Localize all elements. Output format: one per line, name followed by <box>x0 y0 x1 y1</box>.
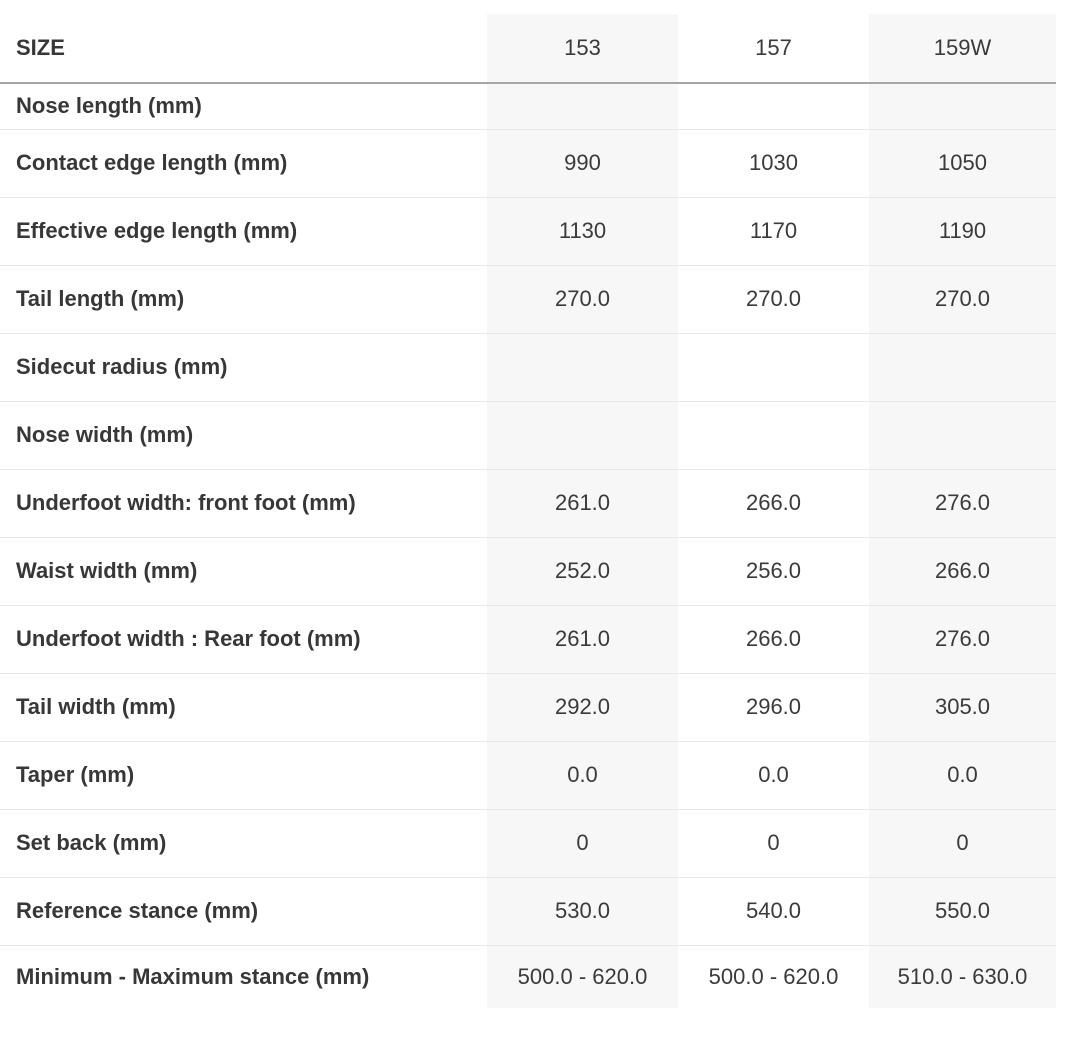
cell-value: 261.0 <box>487 606 678 673</box>
cell-value: 0 <box>767 830 780 856</box>
table-row-underfoot-rear: Underfoot width : Rear foot (mm) 261.0 2… <box>0 606 1056 674</box>
row-label: Tail width (mm) <box>16 694 176 720</box>
table-row-min-max-stance: Minimum - Maximum stance (mm) 500.0 - 62… <box>0 946 1056 1008</box>
row-label: Sidecut radius (mm) <box>16 354 228 380</box>
size-spec-table: SIZE 153 157 159W Nose length (mm) Conta… <box>0 14 1056 1008</box>
cell-value <box>487 84 678 129</box>
cell-value: 550.0 <box>869 878 1056 945</box>
cell-value: 266.0 <box>745 626 802 652</box>
cell-value: 276.0 <box>869 606 1056 673</box>
cell-value: 0.0 <box>758 762 789 788</box>
row-label: Underfoot width: front foot (mm) <box>16 490 356 516</box>
cell-value: 292.0 <box>487 674 678 741</box>
header-size-label: SIZE <box>16 34 65 60</box>
cell-value: 530.0 <box>487 878 678 945</box>
cell-value <box>869 334 1056 401</box>
cell-value: 0 <box>487 810 678 877</box>
cell-value: 510.0 - 630.0 <box>869 946 1056 1008</box>
header-col-159w: 159W <box>869 14 1056 82</box>
table-row-tail-width: Tail width (mm) 292.0 296.0 305.0 <box>0 674 1056 742</box>
header-col-153: 153 <box>487 14 678 82</box>
cell-value: 266.0 <box>745 490 802 516</box>
row-label: Minimum - Maximum stance (mm) <box>16 963 370 989</box>
cell-value: 0 <box>869 810 1056 877</box>
cell-value: 0.0 <box>869 742 1056 809</box>
cell-value: 1050 <box>869 130 1056 197</box>
cell-value: 0.0 <box>487 742 678 809</box>
table-row-underfoot-front: Underfoot width: front foot (mm) 261.0 2… <box>0 470 1056 538</box>
cell-value: 990 <box>487 130 678 197</box>
cell-value: 296.0 <box>745 694 802 720</box>
table-header-row: SIZE 153 157 159W <box>0 14 1056 84</box>
cell-value <box>678 402 869 469</box>
table-row-taper: Taper (mm) 0.0 0.0 0.0 <box>0 742 1056 810</box>
cell-value: 1030 <box>749 150 798 176</box>
cell-value: 270.0 <box>487 266 678 333</box>
table-row-reference-stance: Reference stance (mm) 530.0 540.0 550.0 <box>0 878 1056 946</box>
table-row-effective-edge-length: Effective edge length (mm) 1130 1170 119… <box>0 198 1056 266</box>
table-row-nose-width: Nose width (mm) <box>0 402 1056 470</box>
table-row-waist-width: Waist width (mm) 252.0 256.0 266.0 <box>0 538 1056 606</box>
cell-value: 256.0 <box>745 558 802 584</box>
table-row-nose-length: Nose length (mm) <box>0 84 1056 130</box>
cell-value: 1170 <box>749 218 798 244</box>
cell-value <box>487 402 678 469</box>
cell-value: 500.0 - 620.0 <box>708 963 839 989</box>
row-label: Nose width (mm) <box>16 422 194 448</box>
table-row-set-back: Set back (mm) 0 0 0 <box>0 810 1056 878</box>
row-label: Waist width (mm) <box>16 558 198 584</box>
row-label: Contact edge length (mm) <box>16 150 288 176</box>
cell-value: 276.0 <box>869 470 1056 537</box>
row-label: Underfoot width : Rear foot (mm) <box>16 626 361 652</box>
cell-value: 270.0 <box>869 266 1056 333</box>
row-label: Set back (mm) <box>16 830 167 856</box>
cell-value: 500.0 - 620.0 <box>487 946 678 1008</box>
row-label: Reference stance (mm) <box>16 898 259 924</box>
table-row-tail-length: Tail length (mm) 270.0 270.0 270.0 <box>0 266 1056 334</box>
table-row-contact-edge-length: Contact edge length (mm) 990 1030 1050 <box>0 130 1056 198</box>
cell-value <box>869 84 1056 129</box>
cell-value <box>869 402 1056 469</box>
cell-value: 270.0 <box>745 286 802 312</box>
cell-value: 1190 <box>869 198 1056 265</box>
header-col-157: 157 <box>755 34 792 60</box>
row-label: Tail length (mm) <box>16 286 185 312</box>
cell-value <box>678 84 869 129</box>
cell-value: 540.0 <box>745 898 802 924</box>
cell-value: 266.0 <box>869 538 1056 605</box>
cell-value: 1130 <box>487 198 678 265</box>
cell-value <box>678 334 869 401</box>
cell-value <box>487 334 678 401</box>
row-label: Nose length (mm) <box>16 93 202 119</box>
cell-value: 305.0 <box>869 674 1056 741</box>
cell-value: 252.0 <box>487 538 678 605</box>
table-row-sidecut-radius: Sidecut radius (mm) <box>0 334 1056 402</box>
row-label: Taper (mm) <box>16 762 135 788</box>
cell-value: 261.0 <box>487 470 678 537</box>
row-label: Effective edge length (mm) <box>16 218 298 244</box>
